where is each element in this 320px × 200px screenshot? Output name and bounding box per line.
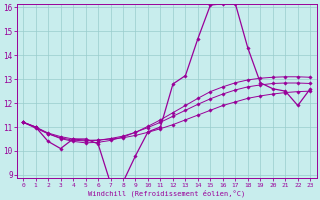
- X-axis label: Windchill (Refroidissement éolien,°C): Windchill (Refroidissement éolien,°C): [88, 189, 245, 197]
